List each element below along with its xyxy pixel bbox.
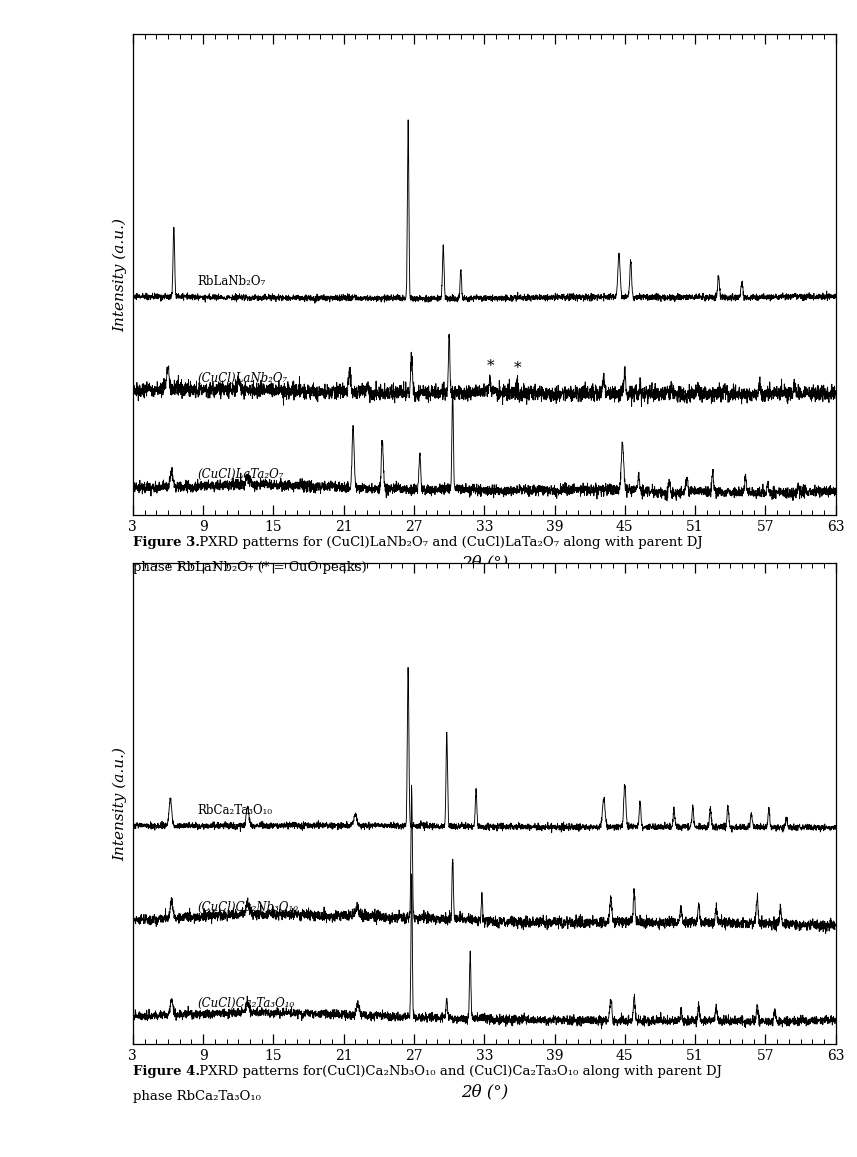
Text: RbLaNb₂O₇: RbLaNb₂O₇ <box>197 275 266 288</box>
Text: PXRD patterns for(CuCl)Ca₂Nb₃O₁₀ and (CuCl)Ca₂Ta₃O₁₀ along with parent DJ: PXRD patterns for(CuCl)Ca₂Nb₃O₁₀ and (Cu… <box>195 1064 726 1077</box>
Text: 2θ (°): 2θ (°) <box>460 1083 508 1100</box>
Text: Figure 4.: Figure 4. <box>133 1064 200 1077</box>
Text: *: * <box>486 359 494 373</box>
Text: phase RbLaNb₂O₇ (* = CuO peaks): phase RbLaNb₂O₇ (* = CuO peaks) <box>133 561 367 574</box>
Text: *: * <box>513 360 521 375</box>
Text: Figure 3.: Figure 3. <box>133 536 200 548</box>
Y-axis label: Intensity (a.u.): Intensity (a.u.) <box>113 746 128 861</box>
Y-axis label: Intensity (a.u.): Intensity (a.u.) <box>113 218 128 332</box>
Text: PXRD patterns for (CuCl)LaNb₂O₇ and (CuCl)LaTa₂O₇ along with parent DJ: PXRD patterns for (CuCl)LaNb₂O₇ and (CuC… <box>195 536 706 548</box>
Text: phase RbCa₂Ta₃O₁₀: phase RbCa₂Ta₃O₁₀ <box>133 1090 261 1103</box>
Text: (CuCl)Ca₂Ta₃O₁₀: (CuCl)Ca₂Ta₃O₁₀ <box>197 997 295 1010</box>
Text: RbCa₂Ta₃O₁₀: RbCa₂Ta₃O₁₀ <box>197 804 273 817</box>
Text: (CuCl)LaTa₂O₇: (CuCl)LaTa₂O₇ <box>197 469 284 481</box>
Text: 2θ (°): 2θ (°) <box>460 554 508 572</box>
Text: (CuCl)Ca₂Nb₃O₁₀: (CuCl)Ca₂Nb₃O₁₀ <box>197 900 298 913</box>
Text: (CuCl)LaNb₂O₇: (CuCl)LaNb₂O₇ <box>197 371 287 384</box>
